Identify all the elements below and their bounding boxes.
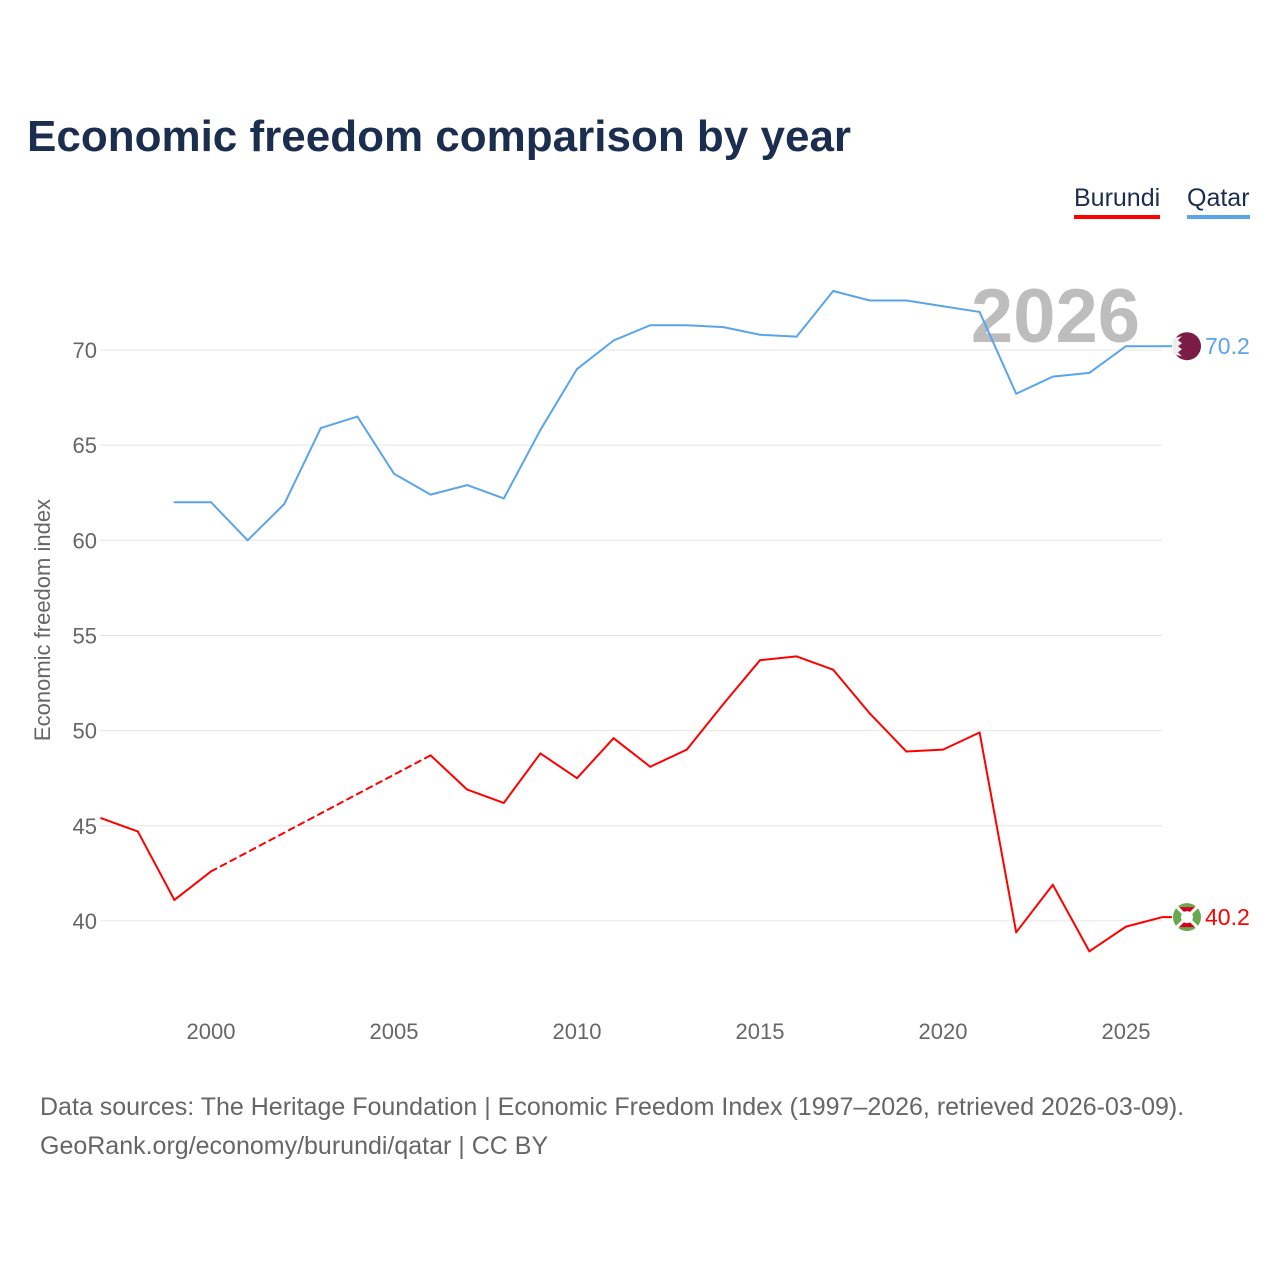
series-burundi-segment xyxy=(1051,883,1091,953)
series-burundi-segment xyxy=(905,748,944,753)
series-qatar-segment xyxy=(319,415,359,430)
series-burundi-segment xyxy=(173,870,212,901)
series-burundi-segment xyxy=(429,754,469,791)
qatar-flag-icon xyxy=(1173,332,1201,361)
series-qatar-segment xyxy=(795,290,835,338)
series-qatar-segment xyxy=(283,427,322,506)
series-qatar-segment xyxy=(466,484,505,500)
series-qatar-segment xyxy=(429,484,469,496)
x-tick-label: 2025 xyxy=(1102,1019,1151,1044)
end-value-label-qatar: 70.2 xyxy=(1205,333,1250,359)
y-tick-label: 50 xyxy=(73,719,97,744)
series-qatar-segment xyxy=(832,290,871,302)
x-tick-label: 2010 xyxy=(553,1019,602,1044)
series-qatar-segment xyxy=(722,326,761,336)
series-qatar-segment xyxy=(759,333,798,338)
series-qatar-segment xyxy=(576,339,615,371)
y-tick-label: 55 xyxy=(73,623,97,648)
series-burundi-segment xyxy=(539,752,578,780)
series-burundi-segment xyxy=(1015,883,1054,934)
series-burundi-segment xyxy=(795,655,835,671)
series-burundi-segment xyxy=(868,712,908,753)
chart-title: Economic freedom comparison by year xyxy=(27,112,852,161)
series-burundi-segment xyxy=(832,668,871,715)
y-tick-label: 40 xyxy=(73,909,97,934)
qatar-flag-icon-white xyxy=(1173,336,1182,357)
burundi-flag-disc xyxy=(1181,911,1193,924)
legend-burundi[interactable]: Burundi xyxy=(1074,184,1161,219)
series-burundi-segment xyxy=(466,788,505,804)
series-qatar-segment xyxy=(502,428,542,500)
x-tick-label: 2020 xyxy=(919,1019,968,1044)
y-axis-label: Economic freedom index xyxy=(30,499,55,741)
series-qatar-segment xyxy=(393,472,432,496)
source-text: Data sources: The Heritage Foundation | … xyxy=(40,1093,1185,1121)
series-burundi-segment xyxy=(1125,916,1164,928)
series-qatar-segment xyxy=(1015,375,1054,395)
series-qatar-segment xyxy=(612,324,652,342)
series-burundi-segment xyxy=(612,737,652,768)
series-qatar-segment xyxy=(685,324,725,329)
series-qatar-segment xyxy=(246,503,286,542)
x-tick-label: 2015 xyxy=(736,1019,785,1044)
series-burundi-segment xyxy=(576,737,615,780)
series-burundi-segment xyxy=(649,748,688,768)
series-burundi-segment xyxy=(136,830,176,901)
series-qatar-segment xyxy=(1088,345,1127,374)
series-qatar-segment xyxy=(539,368,578,431)
series-burundi-segment xyxy=(210,754,432,873)
series-burundi-segment xyxy=(685,702,725,751)
series-qatar-segment xyxy=(356,415,395,475)
series-qatar-segment xyxy=(1051,371,1091,378)
series-qatar-segment xyxy=(210,501,249,542)
series-burundi-segment xyxy=(978,731,1018,934)
series-burundi-segment xyxy=(759,655,798,662)
series-burundi-segment xyxy=(942,731,981,751)
series-burundi-segment xyxy=(1088,925,1127,953)
footer: Data sources: The Heritage Foundation | … xyxy=(40,1088,1184,1166)
y-tick-label: 45 xyxy=(73,814,97,839)
series-burundi-segment xyxy=(502,752,542,804)
legend-qatar[interactable]: Qatar xyxy=(1187,184,1250,219)
series-burundi-segment xyxy=(722,659,761,705)
y-tick-label: 70 xyxy=(73,338,97,363)
x-tick-label: 2005 xyxy=(370,1019,419,1044)
credit-text: GeoRank.org/economy/burundi/qatar | CC B… xyxy=(40,1132,549,1160)
end-value-label-burundi: 40.2 xyxy=(1205,904,1250,930)
series-qatar-segment xyxy=(942,305,981,313)
y-tick-label: 60 xyxy=(73,528,97,553)
series-burundi-segment xyxy=(100,817,139,833)
year-watermark: 2026 xyxy=(971,274,1140,359)
y-tick-label: 65 xyxy=(73,433,97,458)
series-qatar-segment xyxy=(905,299,944,308)
x-tick-label: 2000 xyxy=(187,1019,236,1044)
series-qatar-segment xyxy=(978,310,1018,395)
